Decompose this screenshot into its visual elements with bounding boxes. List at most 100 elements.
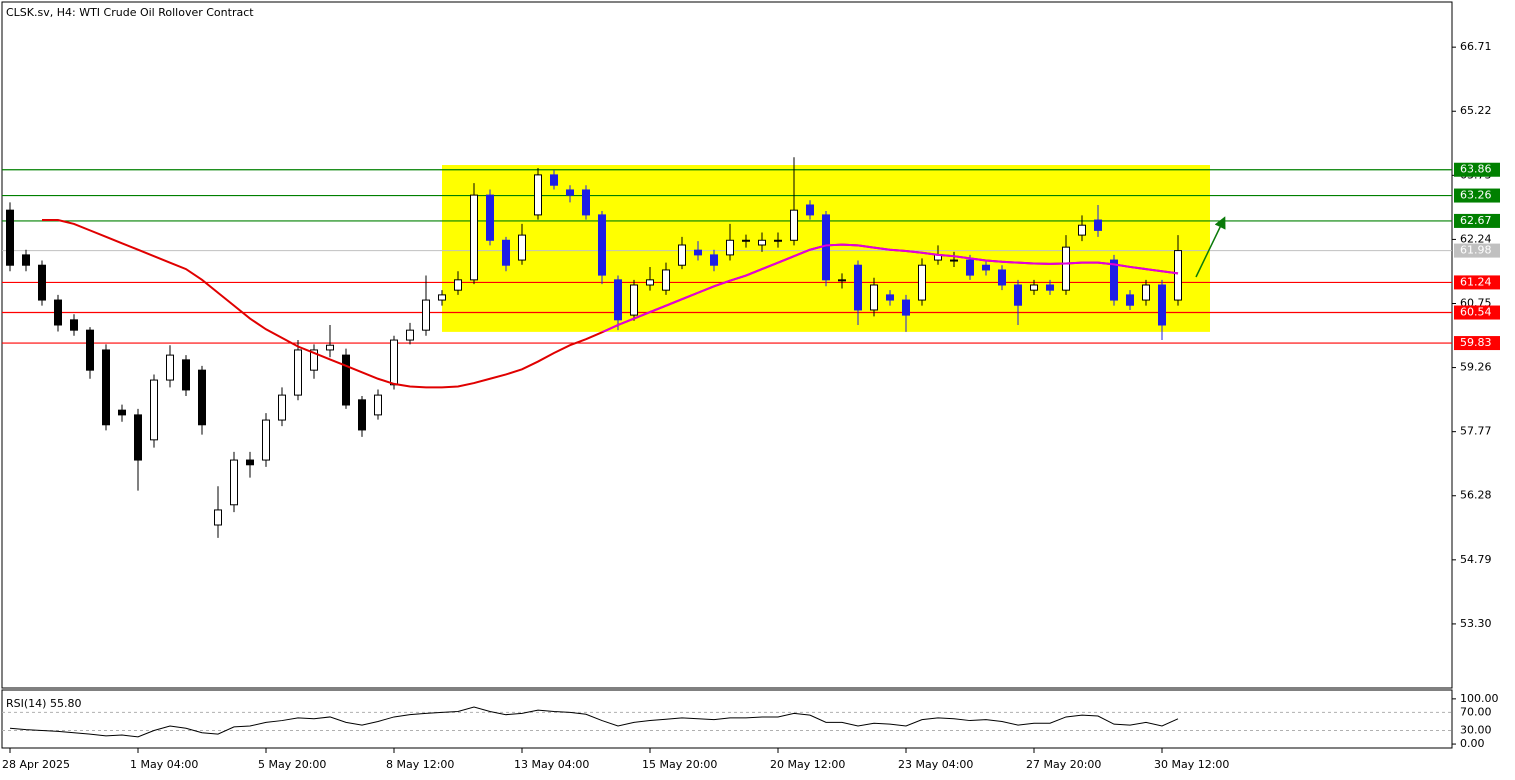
candle-body <box>54 299 62 326</box>
candle-body <box>646 279 654 286</box>
candle-body <box>822 214 830 281</box>
candle-body <box>1110 259 1118 301</box>
level-tag <box>1454 305 1500 320</box>
x-tick-label: 23 May 04:00 <box>898 758 973 771</box>
x-tick-label: 28 Apr 2025 <box>2 758 70 771</box>
candle-body <box>806 204 814 216</box>
candle-body <box>534 174 542 216</box>
level-label: 61.24 <box>1460 275 1492 288</box>
candle-body <box>70 319 78 331</box>
candle-body <box>950 259 958 262</box>
candle-body <box>918 264 926 301</box>
candle-body <box>550 174 558 186</box>
candle-body <box>38 264 46 301</box>
candle-body <box>678 244 686 266</box>
candle-body <box>406 329 414 341</box>
candle-body <box>774 239 782 242</box>
candle-body <box>710 254 718 266</box>
x-tick-label: 27 May 20:00 <box>1026 758 1101 771</box>
candle-body <box>598 214 606 276</box>
candle-body <box>502 239 510 266</box>
y-tick-label: 62.24 <box>1460 232 1492 245</box>
y-tick-label: 56.28 <box>1460 489 1492 502</box>
candle-body <box>1078 224 1086 236</box>
level-label: 63.26 <box>1460 189 1492 202</box>
candle-body <box>326 344 334 351</box>
main-frame <box>1 1 1453 689</box>
moving-average-box-tint <box>600 243 1179 332</box>
candle-body <box>342 354 350 406</box>
candle-body <box>310 349 318 371</box>
candle-body <box>1142 284 1150 301</box>
candle-body <box>6 209 14 266</box>
candle-body <box>1094 219 1102 231</box>
candle-body <box>1126 294 1134 306</box>
candle-body <box>422 299 430 331</box>
candle-body <box>390 339 398 386</box>
candle-body <box>726 239 734 256</box>
x-tick-label: 20 May 12:00 <box>770 758 845 771</box>
candle-body <box>998 269 1006 286</box>
candle-body <box>454 279 462 291</box>
candle-body <box>438 294 446 301</box>
candle-body <box>1046 284 1054 291</box>
level-tag <box>1454 213 1500 228</box>
candle-body <box>870 284 878 311</box>
chart-title: CLSK.sv, H4: WTI Crude Oil Rollover Cont… <box>6 6 254 19</box>
candle-body <box>166 354 174 381</box>
candle-body <box>374 394 382 416</box>
x-tick-label: 8 May 12:00 <box>386 758 454 771</box>
level-label: 59.83 <box>1460 336 1492 349</box>
candle-body <box>214 509 222 526</box>
candle-body <box>22 254 30 266</box>
x-tick-label: 5 May 20:00 <box>258 758 326 771</box>
candle-body <box>1014 284 1022 306</box>
candle-body <box>838 279 846 282</box>
y-tick-label: 57.77 <box>1460 425 1492 438</box>
level-tag <box>1454 275 1500 290</box>
candle-body <box>262 419 270 461</box>
candle-body <box>150 379 158 441</box>
level-label: 62.67 <box>1460 214 1492 227</box>
candle-body <box>854 264 862 311</box>
candle-body <box>982 264 990 271</box>
rsi-frame <box>1 689 1453 749</box>
last-price-label: 61.98 <box>1460 244 1492 257</box>
last-price-tag <box>1454 243 1500 258</box>
level-label: 63.86 <box>1460 163 1492 176</box>
candle-body <box>134 414 142 461</box>
rsi-tick-label: 30.00 <box>1460 724 1492 737</box>
candle-body <box>86 329 94 371</box>
level-label: 60.54 <box>1460 306 1492 319</box>
level-tag <box>1454 188 1500 203</box>
rsi-label: RSI(14) 55.80 <box>6 697 81 710</box>
x-tick-label: 13 May 04:00 <box>514 758 589 771</box>
candle-body <box>1158 284 1166 326</box>
candle-body <box>1174 250 1182 301</box>
candle-body <box>486 194 494 241</box>
candle-body <box>758 239 766 246</box>
rsi-line <box>9 706 1179 738</box>
y-tick-label: 66.71 <box>1460 40 1492 53</box>
candle-body <box>198 369 206 426</box>
candle-body <box>1030 284 1038 291</box>
rsi-tick-label: 0.00 <box>1460 737 1485 750</box>
candle-body <box>966 259 974 276</box>
x-tick-label: 15 May 20:00 <box>642 758 717 771</box>
y-tick-label: 65.22 <box>1460 104 1492 117</box>
candle-body <box>886 294 894 301</box>
candle-body <box>566 189 574 196</box>
candle-body <box>582 189 590 216</box>
candle-body <box>614 279 622 321</box>
candle-body <box>742 239 750 242</box>
candle-body <box>118 409 126 416</box>
x-tick-label: 30 May 12:00 <box>1154 758 1229 771</box>
rsi-tick-label: 70.00 <box>1460 705 1492 718</box>
rsi-tick-label: 100.00 <box>1460 692 1499 705</box>
candle-body <box>230 459 238 506</box>
y-tick-label: 59.26 <box>1460 361 1492 374</box>
projection-arrow <box>1195 216 1226 278</box>
candle-body <box>790 209 798 241</box>
level-tag <box>1454 336 1500 351</box>
